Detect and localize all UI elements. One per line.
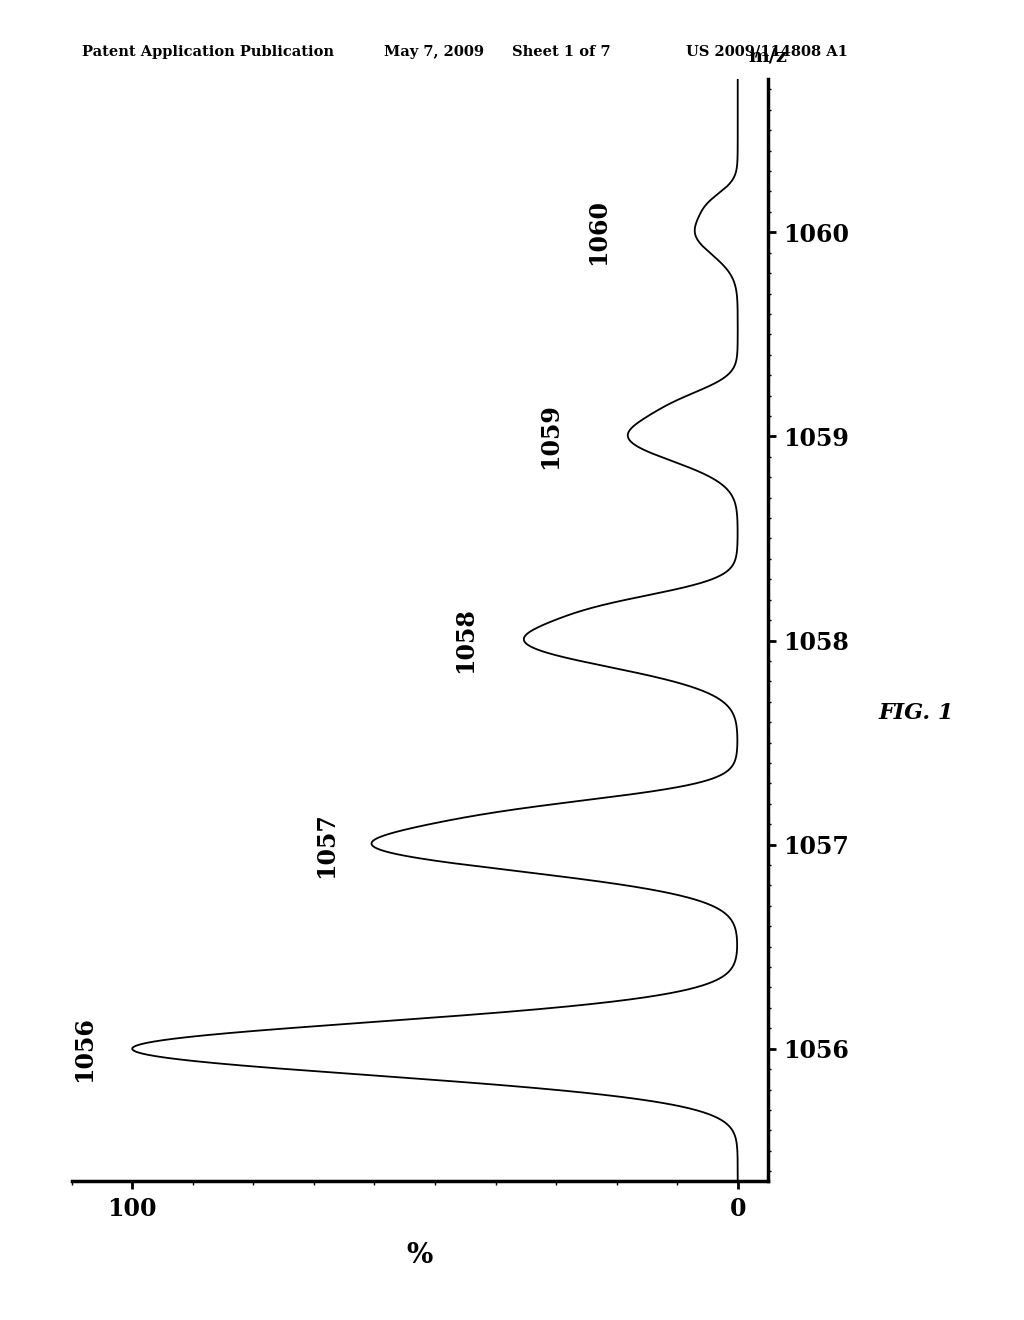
- Text: 1058: 1058: [454, 607, 477, 673]
- Text: US 2009/114808 A1: US 2009/114808 A1: [686, 45, 848, 59]
- Text: 1059: 1059: [538, 404, 562, 470]
- Text: m/z: m/z: [749, 48, 787, 66]
- Text: 1057: 1057: [314, 812, 338, 878]
- Text: Sheet 1 of 7: Sheet 1 of 7: [512, 45, 610, 59]
- Text: May 7, 2009: May 7, 2009: [384, 45, 484, 59]
- Text: Patent Application Publication: Patent Application Publication: [82, 45, 334, 59]
- Text: FIG. 1: FIG. 1: [879, 702, 954, 723]
- Text: 1056: 1056: [72, 1016, 96, 1081]
- Text: %: %: [407, 1242, 433, 1269]
- Text: 1060: 1060: [587, 199, 610, 265]
